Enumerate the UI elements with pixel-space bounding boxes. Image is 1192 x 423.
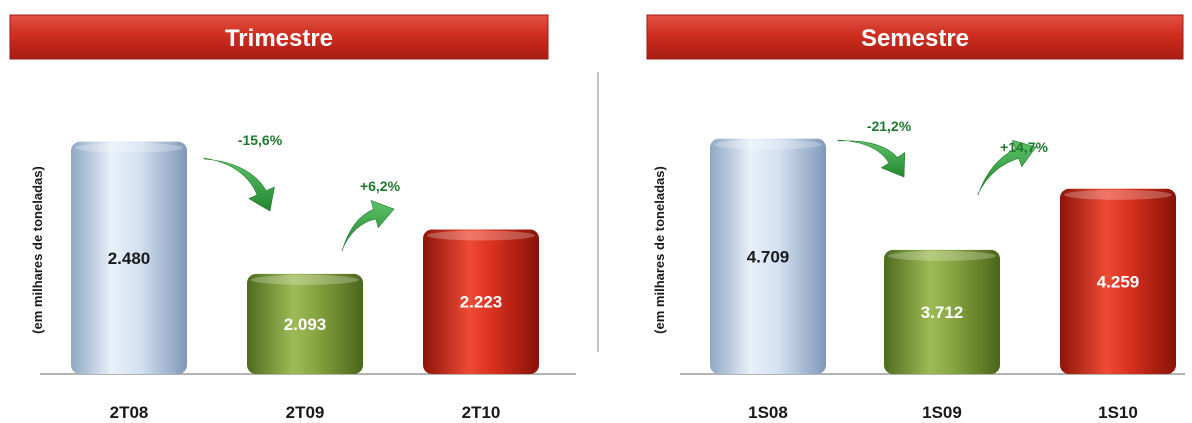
category-label: 1S10 [1098, 403, 1138, 422]
y-axis-label: (em milhares de toneladas) [652, 166, 667, 334]
header-banner [9, 14, 549, 60]
change-label: +14,7% [1000, 139, 1048, 155]
bar-cap [714, 139, 822, 150]
category-label: 2T08 [110, 403, 149, 422]
bar [884, 249, 1000, 374]
panel-title: Trimestre [225, 25, 333, 52]
bar-body [423, 229, 539, 374]
bar-value-label: 2.223 [460, 293, 503, 312]
change-label: -15,6% [238, 132, 283, 148]
bar [247, 273, 363, 374]
category-label: 1S08 [748, 403, 788, 422]
bar-body [71, 141, 187, 374]
category-label: 2T09 [286, 403, 325, 422]
bar-value-label: 4.709 [747, 247, 790, 266]
bar-cap [427, 230, 535, 241]
bar-series: 4.709 1S08 3.712 1S09 4.259 1S10 -21,2% +14,7% [710, 118, 1176, 422]
bar-body [884, 249, 1000, 374]
y-axis-label: (em milhares de toneladas) [30, 166, 45, 334]
bar-value-label: 4.259 [1097, 272, 1140, 291]
bar-cap [251, 274, 359, 285]
bar-body [710, 138, 826, 374]
header-banner [646, 14, 1184, 60]
change-label: -21,2% [867, 118, 912, 134]
up-arrow-icon [977, 139, 1037, 196]
bar [71, 141, 187, 374]
panel-semestre: Semestre (em milhares de toneladas) 4.70… [646, 14, 1185, 422]
bar-cap [75, 142, 183, 153]
bar-cap [1064, 189, 1172, 200]
bar-value-label: 3.712 [921, 303, 964, 322]
category-label: 2T10 [462, 403, 501, 422]
down-arrow-icon [203, 157, 275, 212]
bar [710, 138, 826, 374]
panel-title: Semestre [861, 25, 969, 52]
down-arrow-icon [837, 139, 906, 178]
bar-cap [888, 250, 996, 261]
panel-trimestre: Trimestre (em milhares de toneladas) 2.4… [9, 14, 576, 422]
bar-value-label: 2.093 [284, 315, 327, 334]
bar-body [1060, 188, 1176, 374]
bar [1060, 188, 1176, 374]
bar-body [247, 273, 363, 374]
change-label: +6,2% [360, 178, 401, 194]
bar-value-label: 2.480 [108, 249, 151, 268]
bar-series: 2.480 2T08 2.093 2T09 2.223 2T10 -15,6% +6,2% [71, 132, 539, 422]
up-arrow-icon [341, 200, 395, 252]
bar [423, 229, 539, 374]
category-label: 1S09 [922, 403, 962, 422]
